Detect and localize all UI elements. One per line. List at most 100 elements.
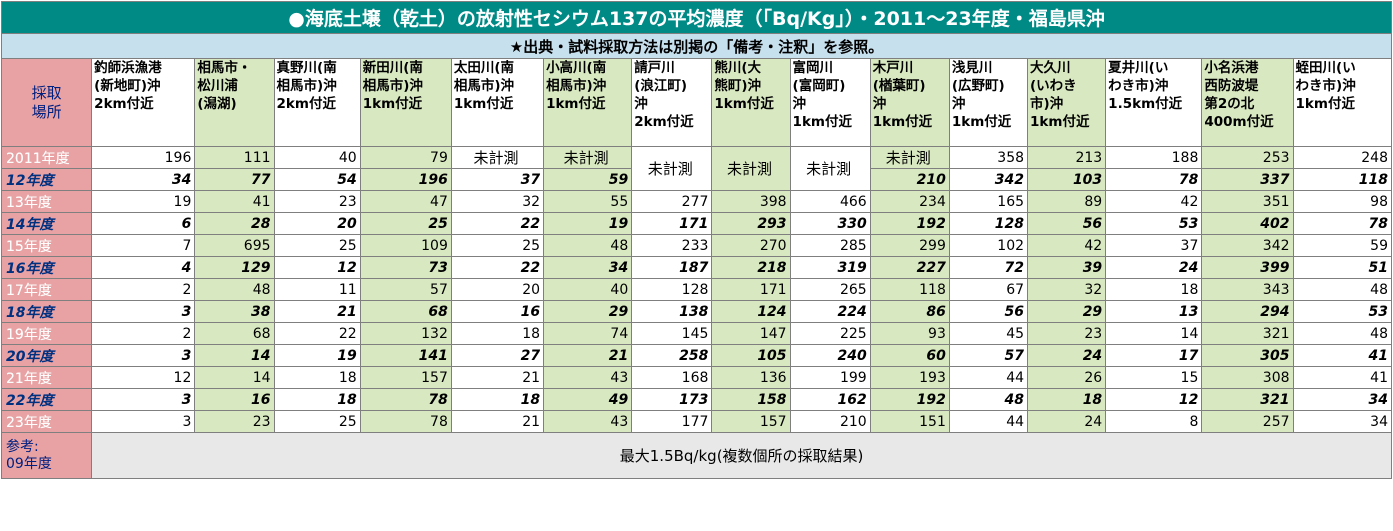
table-cell: 342 [948, 168, 1029, 191]
table-cell: 25 [273, 410, 361, 433]
table-cell: 57 [948, 344, 1029, 367]
table-cell: 234 [869, 190, 950, 213]
table-cell: 118 [869, 278, 950, 301]
table-cell: 未計測 [543, 146, 633, 169]
table-cell: 3 [91, 410, 196, 433]
table-cell: 22 [273, 322, 361, 345]
table-row: 23年度 3 23 25 78 21 43 177 157 210 151 44 24 8 257 34 [0, 410, 1393, 433]
table-cell: 56 [948, 300, 1029, 323]
table-cell: 23 [194, 410, 275, 433]
column-header-line: 西防波堤 [1204, 78, 1259, 94]
table-cell: 402 [1201, 212, 1294, 235]
table-cell: 55 [543, 190, 633, 213]
column-header-line: 松川浦 [197, 78, 238, 94]
column-header-line: (富岡町) [792, 78, 846, 94]
row-label: 12年度 [0, 168, 93, 191]
column-header: 夏井川(い わき市)沖 1.5km付近 [1105, 58, 1203, 147]
column-header-line: 1km付近 [546, 96, 606, 112]
table-cell: 25 [273, 234, 361, 257]
table-cell: 18 [273, 366, 361, 389]
table-cell: 未計測 [789, 146, 871, 191]
column-header: 木戸川 (楢葉町) 沖 1km付近 [869, 58, 950, 147]
table-cell: 37 [450, 168, 545, 191]
table-cell: 23 [1027, 322, 1107, 345]
column-header-line: 1km付近 [362, 96, 423, 112]
column-header-line: 1.5km付近 [1108, 96, 1183, 112]
table-cell: 4 [91, 256, 196, 279]
table-cell: 165 [948, 190, 1029, 213]
column-header-line: 相馬市)沖 [453, 78, 515, 94]
table-cell: 未計測 [450, 146, 545, 169]
column-header-line: 大久川 [1030, 60, 1071, 76]
table-cell: 399 [1201, 256, 1294, 279]
table-cell: 199 [789, 366, 871, 389]
table-cell: 47 [359, 190, 452, 213]
table-cell: 337 [1201, 168, 1294, 191]
table-cell: 38 [194, 300, 275, 323]
table-cell: 25 [359, 212, 452, 235]
column-header: 小名浜港 西防波堤 第2の北 400m付近 [1201, 58, 1294, 147]
reference-label-line1: 参考: [6, 438, 39, 455]
table-cell: 34 [543, 256, 633, 279]
column-header-line: 富岡川 [792, 60, 834, 76]
table-cell: 129 [194, 256, 275, 279]
table-cell: 213 [1027, 146, 1107, 169]
column-header-line: 相馬市・ [197, 60, 252, 76]
table-row: 2011年度 196 111 40 79 未計測 未計測 未計測 未計測 未計測 未計測 358 213… [0, 146, 1393, 191]
table-cell: 57 [359, 278, 452, 301]
column-header: 新田川(南相馬市)沖 1km付近 [359, 58, 452, 147]
table-cell: 23 [273, 190, 361, 213]
table-cell: 56 [1027, 212, 1107, 235]
table-cell: 248 [1292, 146, 1393, 169]
table-cell: 78 [1105, 168, 1203, 191]
row-label: 21年度 [0, 366, 93, 389]
table-cell: 253 [1201, 146, 1294, 169]
table-cell: 53 [1105, 212, 1203, 235]
table-cell: 145 [631, 322, 713, 345]
table-row: 17年度 2 48 11 57 20 40 128 171 265 118 67 32 18 343 48 [0, 278, 1393, 301]
table-cell: 147 [711, 322, 791, 345]
row-label: 14年度 [0, 212, 93, 235]
column-header-line: 真野川(南 [276, 60, 337, 76]
page-title: ●海底土壌（乾土）の放射性セシウム137の平均濃度（「Bq/Kg」）・2011～… [1, 1, 1392, 34]
table-cell: 18 [1105, 278, 1203, 301]
table-cell: 319 [789, 256, 871, 279]
table-cell: 305 [1201, 344, 1294, 367]
table-cell: 18 [273, 388, 361, 411]
table-cell: 270 [711, 234, 791, 257]
column-header-line: 1km付近 [714, 96, 774, 112]
column-header: 相馬市・ 松川浦 (潟湖) [194, 58, 275, 147]
table-cell: 3 [91, 344, 196, 367]
table-cell: 192 [869, 212, 950, 235]
table-cell: 196 [91, 146, 196, 169]
column-header: 小高川(南 相馬市)沖 1km付近 [543, 58, 633, 147]
table-cell: 171 [631, 212, 713, 235]
table-cell: 188 [1105, 146, 1203, 169]
row-label: 17年度 [0, 278, 93, 301]
table-cell: 102 [948, 234, 1029, 257]
table-cell: 25 [450, 234, 545, 257]
table-cell: 466 [789, 190, 871, 213]
table-cell: 342 [1201, 234, 1294, 257]
column-header-line: 相馬市)沖 [362, 78, 423, 94]
column-header-line: 熊川(大 [714, 60, 762, 76]
table-cell: 141 [359, 344, 452, 367]
table-cell: 398 [711, 190, 791, 213]
column-header-line: 1km付近 [1030, 114, 1090, 130]
table-cell: 187 [631, 256, 713, 279]
table-cell: 29 [543, 300, 633, 323]
table-cell: 54 [273, 168, 361, 191]
table-cell: 343 [1201, 278, 1294, 301]
table-cell: 78 [359, 388, 452, 411]
column-header-line: 新田川(南 [362, 60, 423, 76]
table-cell: 18 [450, 322, 545, 345]
column-header-line: 1km付近 [1295, 96, 1355, 112]
table-cell: 299 [869, 234, 950, 257]
table-cell: 59 [543, 168, 633, 191]
table-cell: 49 [543, 388, 633, 411]
reference-label-line2: 09年度 [6, 455, 52, 472]
table-cell: 24 [1027, 344, 1107, 367]
table-cell: 20 [450, 278, 545, 301]
table-cell: 14 [1105, 322, 1203, 345]
